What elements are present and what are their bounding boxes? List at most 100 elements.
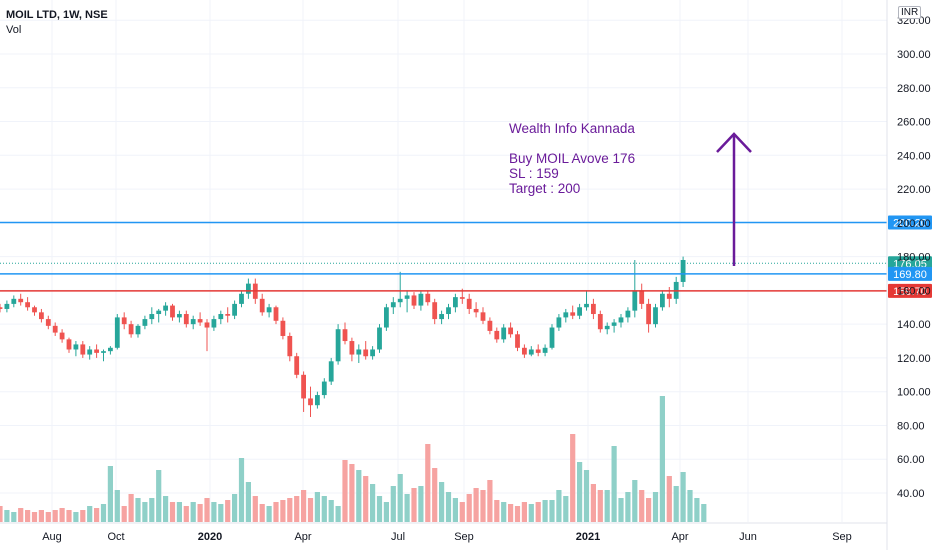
candle-body [570, 312, 576, 316]
candle-body [246, 283, 251, 294]
volume-bar [183, 506, 189, 522]
annotation-buy: Buy MOIL Avove 176 [509, 151, 636, 166]
volume-bar [363, 476, 369, 522]
candle-body [218, 314, 224, 320]
candle-body [101, 351, 106, 353]
price-tick-label: 200.00 [897, 218, 931, 230]
volume-bar [335, 506, 341, 522]
candle-body [625, 310, 631, 318]
volume-bar [590, 484, 596, 522]
volume-bar [314, 492, 320, 522]
candle-body [11, 298, 17, 304]
candle-body [121, 317, 127, 325]
time-tick-label: 2021 [576, 531, 600, 543]
candle-body [232, 303, 237, 316]
currency-badge[interactable]: INR [898, 6, 922, 19]
volume-bar [432, 468, 438, 522]
candle-body [301, 374, 306, 399]
price-axis[interactable]: 320.00300.00280.00260.00240.00220.00200.… [886, 0, 931, 550]
volume-bar [52, 510, 58, 522]
candle-body [294, 356, 300, 375]
candle-body [128, 324, 134, 335]
volume-bar [466, 494, 472, 522]
volume-bar [480, 490, 486, 522]
volume-bar [287, 498, 293, 522]
candle-body [508, 327, 513, 335]
candle-body [142, 319, 148, 326]
candle-body [266, 307, 272, 313]
volume-bar [583, 470, 590, 522]
volume-bar [439, 482, 445, 522]
volume-bar [680, 472, 686, 522]
volume-bar [11, 512, 17, 522]
volume-bar [370, 484, 376, 522]
volume-bar [107, 466, 113, 522]
volume-bar [280, 500, 286, 522]
candle-body [591, 303, 596, 315]
volume-bar [528, 504, 534, 522]
candle-body [45, 319, 51, 326]
volume-bar [94, 508, 100, 522]
volume-bar [549, 500, 555, 522]
candle-body [135, 325, 141, 335]
candle-body [618, 317, 624, 323]
candle-body [108, 347, 113, 352]
candle-body [25, 302, 30, 308]
volume-bar [514, 506, 521, 522]
level-label-resistance: 169.80 [893, 269, 927, 281]
volume-bar [646, 498, 652, 522]
price-tick-label: 240.00 [897, 150, 931, 162]
price-tick-label: 280.00 [897, 83, 931, 95]
candle-body [259, 298, 265, 313]
level-label-box-target [888, 215, 932, 230]
candle-body [466, 298, 472, 309]
candle-body [549, 327, 555, 348]
candle-body [18, 298, 24, 303]
volume-bar [404, 494, 410, 522]
candle-body [666, 293, 672, 299]
volume-bar [508, 504, 514, 522]
volume-bar [18, 508, 24, 522]
candle-body [114, 317, 120, 348]
candle-body [411, 295, 417, 306]
volume-bar [632, 480, 638, 522]
volume-bar [218, 504, 224, 522]
volume-bar [252, 496, 258, 522]
candle-body [480, 312, 486, 321]
volume-bar [73, 512, 79, 522]
candle-body [190, 319, 196, 325]
volume-bar [535, 502, 541, 522]
time-axis[interactable]: Aug Oct 2020 Apr Jul Sep 2021 Apr Jun Sep [0, 522, 887, 543]
candle-body [604, 325, 610, 330]
candle-body [680, 259, 686, 282]
candle-body [370, 349, 375, 357]
candle-body [280, 320, 286, 336]
price-tick-label: 140.00 [897, 319, 931, 331]
volume-bar [639, 490, 645, 522]
price-tick-label: 300.00 [897, 49, 931, 61]
candle-body [404, 295, 410, 299]
volume-bar [301, 490, 307, 522]
candle-body [494, 330, 500, 340]
volume-bar [349, 464, 355, 522]
candle-body [170, 305, 175, 318]
volume-bar [597, 490, 603, 522]
candle-body [0, 307, 3, 309]
candle-body [439, 314, 444, 320]
level-label-target: 200.20 [893, 218, 927, 230]
volume-bar [494, 500, 500, 522]
volume-bar [563, 496, 569, 522]
up-arrow-drawing[interactable] [716, 132, 752, 266]
candle-body [397, 298, 403, 303]
volume-bar [473, 488, 479, 522]
volume-bar [307, 498, 314, 522]
volume-bar [356, 470, 362, 522]
candle-body [390, 302, 396, 308]
candle-body [535, 349, 541, 353]
candle-body [377, 327, 382, 350]
volume-bar [342, 460, 348, 522]
price-tick-label: 220.00 [897, 184, 931, 196]
candle-body [335, 329, 341, 362]
